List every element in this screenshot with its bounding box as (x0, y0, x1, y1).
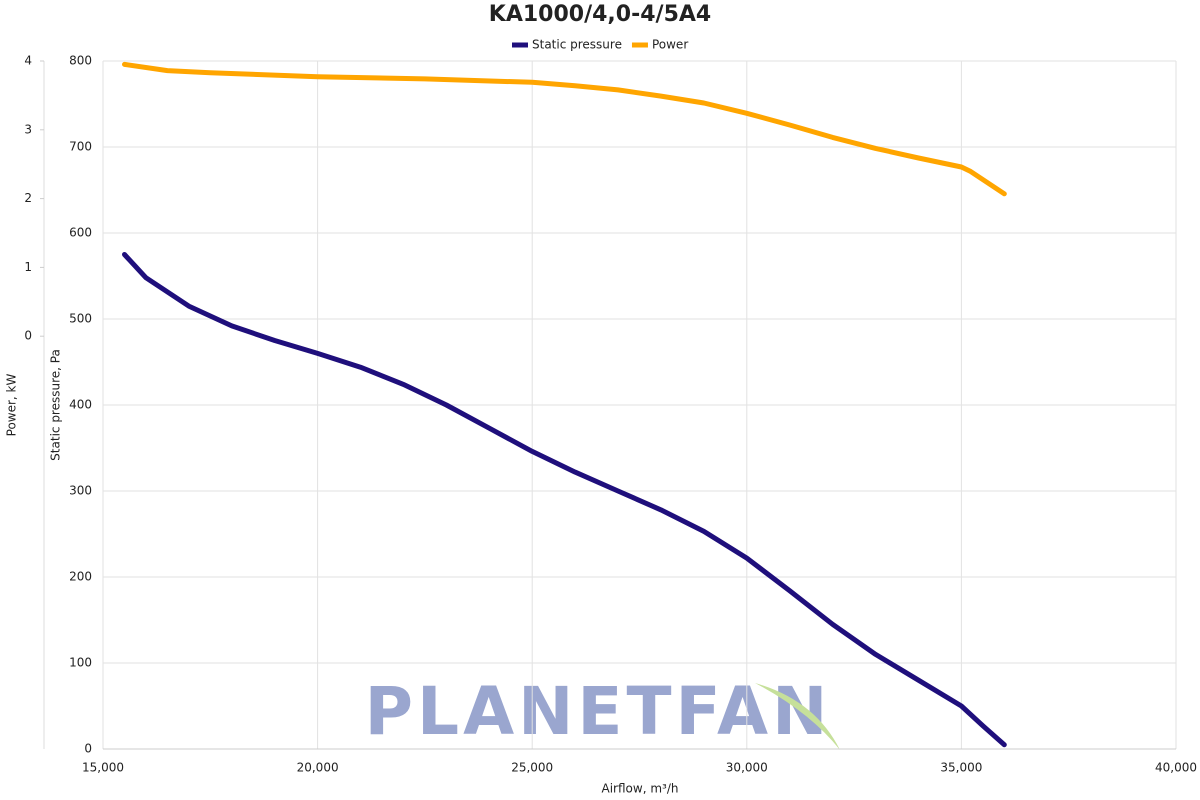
legend-label: Power (652, 38, 688, 52)
y2-axis-title: Power, kW (5, 374, 19, 437)
y-tick-label: 100 (69, 656, 92, 670)
y-tick-label: 600 (69, 226, 92, 240)
y-tick-label: 500 (69, 312, 92, 326)
y-tick-label: 0 (84, 742, 92, 756)
x-tick-label: 35,000 (940, 761, 982, 775)
y-tick-label: 200 (69, 570, 92, 584)
watermark: PLANETFAN (365, 673, 832, 750)
x-tick-label: 40,000 (1155, 761, 1197, 775)
x-tick-label: 30,000 (726, 761, 768, 775)
x-tick-label: 20,000 (297, 761, 339, 775)
y2-tick-label: 0 (24, 329, 32, 343)
chart-title: KA1000/4,0-4/5A4 (489, 2, 711, 27)
x-tick-label: 25,000 (511, 761, 553, 775)
x-tick-label: 15,000 (82, 761, 124, 775)
y-tick-label: 800 (69, 54, 92, 68)
series-line (122, 252, 1007, 748)
y2-tick-label: 2 (24, 191, 32, 205)
y-tick-label: 400 (69, 398, 92, 412)
legend-label: Static pressure (532, 38, 622, 52)
y-tick-label: 300 (69, 484, 92, 498)
y2-tick-label: 4 (24, 54, 32, 68)
y2-tick-label: 3 (24, 122, 32, 136)
y-tick-label: 700 (69, 140, 92, 154)
series-line (122, 61, 1007, 197)
y-axis-title: Static pressure, Pa (49, 349, 63, 461)
x-axis-title: Airflow, m³/h (602, 782, 679, 796)
y2-tick-label: 1 (24, 260, 32, 274)
